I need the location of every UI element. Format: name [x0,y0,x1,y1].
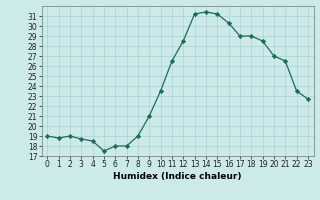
X-axis label: Humidex (Indice chaleur): Humidex (Indice chaleur) [113,172,242,181]
